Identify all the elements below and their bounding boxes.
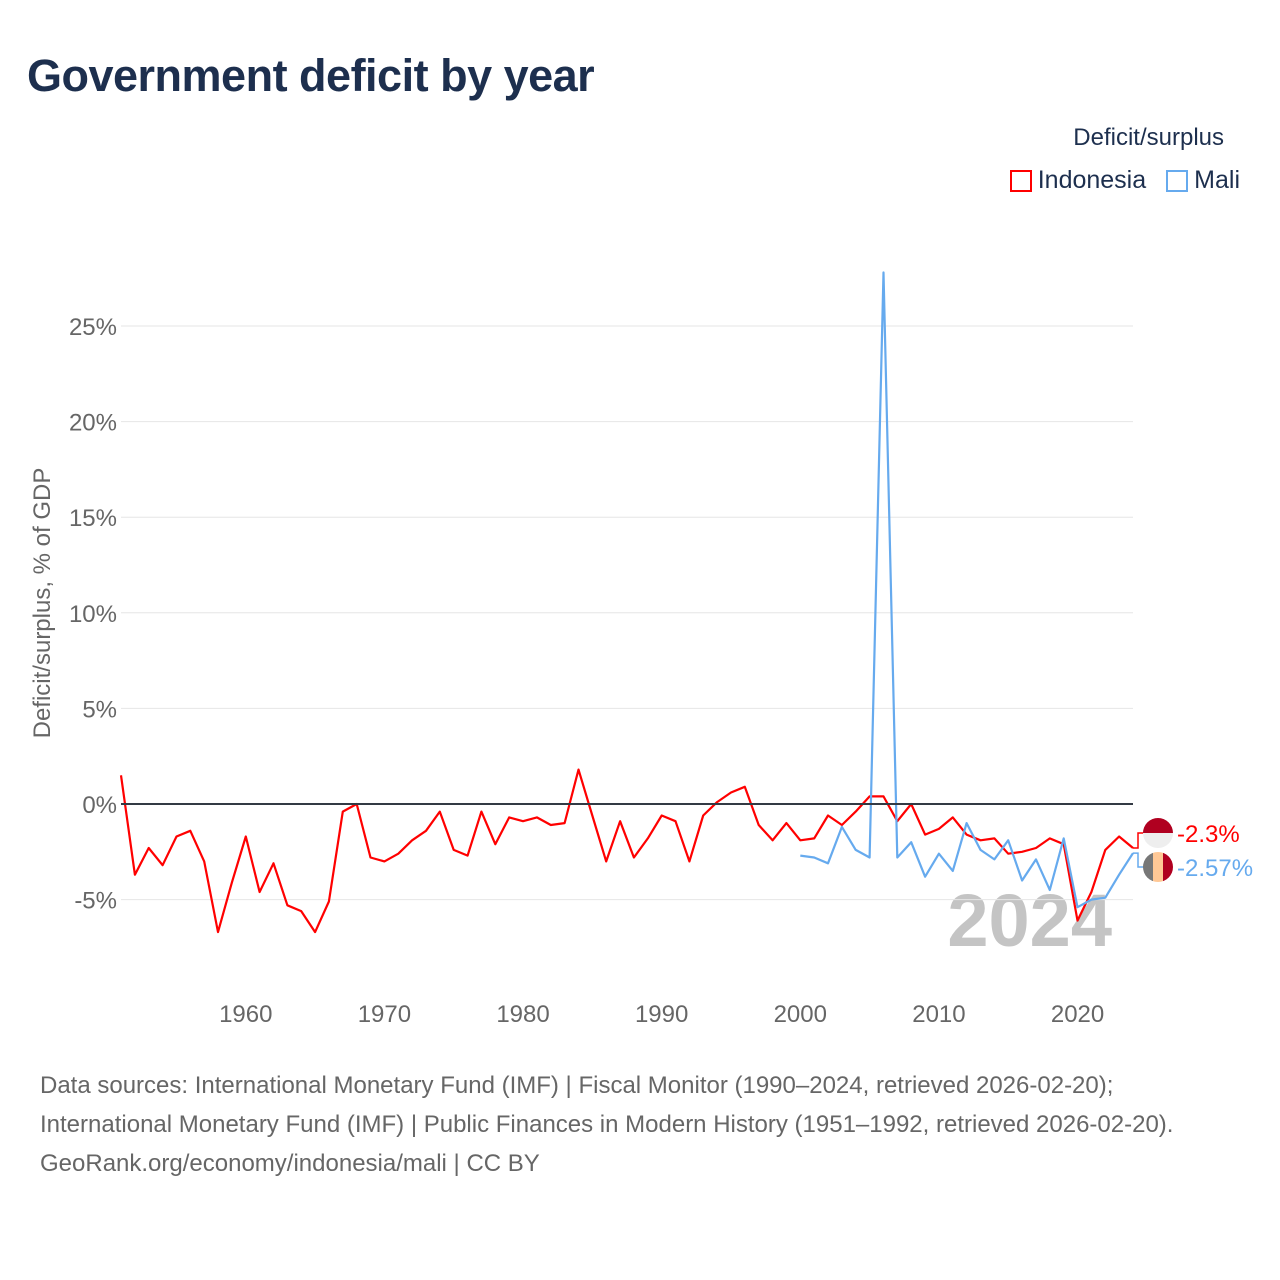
legend-item-mali[interactable]: Mali: [1166, 166, 1240, 195]
legend-title: Deficit/surplus: [1073, 124, 1224, 151]
footer: Data sources: International Monetary Fun…: [40, 1066, 1240, 1183]
legend-swatch-indonesia: [1009, 169, 1032, 192]
legend-label: Mali: [1194, 166, 1240, 194]
x-tick-label: 1970: [358, 1001, 411, 1028]
y-tick-label: 10%: [69, 601, 117, 628]
flag-mali-icon: [1153, 852, 1163, 882]
flag-mali-icon: [1143, 852, 1153, 882]
end-label-connector: [1133, 852, 1145, 868]
legend-label: Indonesia: [1037, 166, 1147, 194]
y-tick-label: -5%: [74, 888, 117, 915]
y-tick-label: 0%: [82, 792, 117, 819]
x-tick-label: 2000: [774, 1001, 827, 1028]
x-tick-label: 2020: [1051, 1001, 1104, 1028]
chart-title: Government deficit by year: [27, 50, 595, 101]
data-sources: Data sources: International Monetary Fun…: [40, 1072, 1174, 1138]
legend: Indonesia Mali: [1009, 166, 1240, 195]
end-value-label: -2.3%: [1177, 821, 1240, 848]
flag-mali-icon: [1163, 852, 1173, 882]
y-axis-label: Deficit/surplus, % of GDP: [29, 468, 56, 739]
credit-link[interactable]: GeoRank.org/economy/indonesia/mali | CC …: [40, 1150, 540, 1177]
x-tick-label: 1960: [219, 1001, 272, 1028]
end-label-connector: [1133, 832, 1145, 849]
series-line-mali: [800, 271, 1134, 909]
flag-indonesia-icon: [1143, 818, 1173, 833]
x-tick-label: 1990: [635, 1001, 688, 1028]
x-tick-label: 1980: [496, 1001, 549, 1028]
watermark-year: 2024: [947, 879, 1112, 962]
y-tick-label: 5%: [82, 696, 117, 723]
y-tick-label: 20%: [69, 410, 117, 437]
legend-swatch-mali: [1166, 169, 1189, 192]
y-tick-label: 15%: [69, 505, 117, 532]
y-tick-label: 25%: [69, 314, 117, 341]
flag-indonesia-icon: [1143, 833, 1173, 848]
legend-item-indonesia[interactable]: Indonesia: [1009, 166, 1147, 195]
x-tick-label: 2010: [912, 1001, 965, 1028]
end-value-label: -2.57%: [1177, 855, 1253, 882]
